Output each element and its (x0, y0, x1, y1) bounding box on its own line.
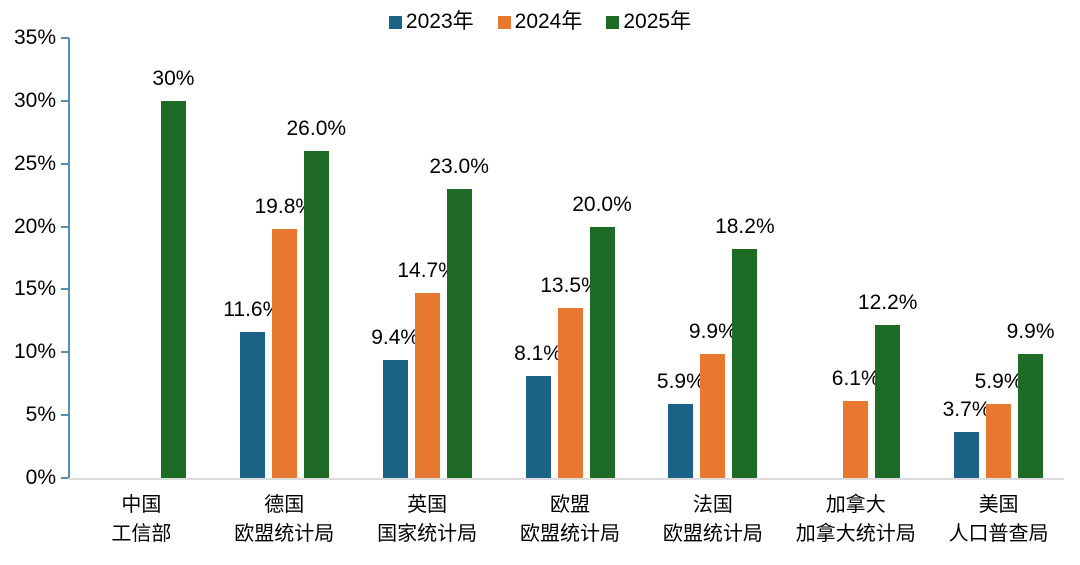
legend: 2023年 2024年 2025年 (0, 9, 1080, 35)
x-label-line1: 中国 (121, 494, 162, 516)
bar-2025年-美国 (1018, 353, 1044, 478)
bar-2024年-欧盟 (557, 308, 583, 478)
bar-2024年-美国 (986, 403, 1012, 478)
legend-swatch-icon (497, 15, 511, 29)
y-axis-tick (61, 37, 69, 39)
y-axis-tick (61, 225, 69, 228)
x-label-line2: 国家统计局 (377, 523, 478, 545)
bar-2024年-德国 (271, 229, 297, 478)
bar-2023年-法国 (668, 403, 694, 478)
y-axis-tick-label: 0% (25, 466, 56, 489)
plot-area: 30% 11.6% 19.8% 26.0% 9.4% 14.7% 23.0% 8.1% 13.5… (68, 38, 1070, 480)
x-label-line2: 欧盟统计局 (234, 523, 335, 545)
y-axis-tick-label: 5% (25, 403, 56, 427)
bar-value-label: 14.7% (397, 259, 457, 283)
legend-label: 2023年 (405, 10, 474, 33)
bar-value-label: 9.9% (1006, 319, 1055, 343)
bar-2025年-欧盟 (589, 226, 615, 478)
bar-value-label: 9.9% (688, 319, 737, 343)
bar-2025年-加拿大 (875, 324, 901, 478)
bar-2025年-英国 (446, 188, 472, 478)
bar-2025年-中国 (160, 100, 186, 478)
bar-2023年-英国 (382, 359, 408, 478)
x-label-line1: 德国 (264, 494, 305, 516)
bar-value-label: 20.0% (572, 192, 632, 216)
x-label-line1: 法国 (692, 494, 733, 516)
bar-value-label: 26.0% (286, 117, 347, 141)
bar-value-label: 11.6% (223, 298, 282, 322)
legend-item-2023: 2023年 (388, 9, 474, 35)
x-axis-category-label: 法国 欧盟统计局 (641, 491, 784, 549)
x-axis-baseline (68, 478, 1064, 480)
bar-value-label: 23.0% (429, 154, 489, 178)
x-axis-category-label: 美国 人口普查局 (927, 491, 1070, 549)
bar-2025年-德国 (303, 151, 329, 478)
y-axis-line (68, 38, 70, 480)
bar-value-label: 19.8% (254, 195, 315, 219)
bar-value-label: 30% (152, 66, 195, 90)
x-label-line1: 美国 (978, 494, 1019, 516)
y-axis-tick-label: 25% (13, 151, 56, 175)
y-axis-tick-label: 30% (13, 88, 56, 112)
bar-2025年-法国 (732, 249, 758, 478)
y-axis-tick-label: 35% (13, 26, 56, 49)
y-axis-tick (61, 99, 69, 102)
x-label-line1: 加拿大 (825, 494, 886, 516)
bar-value-label: 12.2% (857, 290, 918, 314)
legend-label: 2025年 (623, 10, 692, 33)
y-axis-tick (61, 477, 69, 479)
bar-value-label: 9.4% (371, 325, 420, 349)
legend-item-2024: 2024年 (497, 9, 583, 35)
x-axis-category-label: 欧盟 欧盟统计局 (499, 491, 642, 549)
x-axis-category-label: 德国 欧盟统计局 (213, 491, 356, 549)
y-axis-tick-label: 15% (13, 277, 56, 301)
x-axis-category-label: 英国 国家统计局 (356, 491, 499, 549)
bar-value-label: 5.9% (974, 369, 1023, 393)
bar-2024年-法国 (700, 353, 726, 478)
y-axis-tick (61, 414, 69, 417)
bar-2023年-欧盟 (525, 376, 551, 478)
x-label-line2: 欧盟统计局 (662, 523, 763, 545)
bar-value-label: 3.7% (942, 397, 991, 421)
bar-2023年-美国 (954, 431, 980, 478)
bar-value-label: 5.9% (656, 369, 705, 393)
x-label-line2: 工信部 (111, 523, 172, 545)
legend-swatch-icon (388, 15, 402, 29)
bar-value-label: 6.1% (831, 367, 880, 391)
x-label-line2: 人口普查局 (948, 523, 1049, 545)
y-axis-tick (61, 162, 69, 165)
y-axis-tick (61, 351, 69, 354)
x-label-line1: 英国 (407, 494, 448, 516)
x-axis-category-label: 中国 工信部 (70, 491, 213, 549)
y-axis-tick-label: 20% (13, 214, 56, 238)
x-label-line1: 欧盟 (550, 494, 590, 516)
bar-value-label: 13.5% (540, 274, 600, 298)
y-axis-tick-label: 10% (13, 340, 56, 364)
x-label-line2: 加拿大统计局 (795, 523, 916, 545)
legend-label: 2024年 (514, 10, 583, 33)
bar-2024年-加拿大 (843, 401, 869, 478)
bar-2024年-英国 (414, 293, 440, 478)
x-label-line2: 欧盟统计局 (520, 523, 620, 545)
bar-value-label: 8.1% (514, 342, 562, 366)
bar-2023年-德国 (239, 332, 265, 478)
legend-swatch-icon (606, 15, 620, 29)
bar-value-label: 18.2% (715, 215, 775, 239)
x-axis-category-label: 加拿大 加拿大统计局 (784, 491, 927, 549)
legend-item-2025: 2025年 (606, 9, 691, 35)
y-axis-tick (61, 288, 69, 291)
